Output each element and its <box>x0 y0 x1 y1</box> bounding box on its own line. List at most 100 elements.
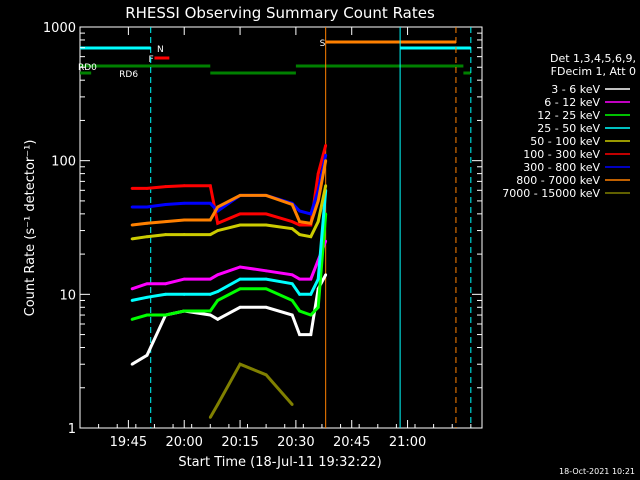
data-point <box>182 184 186 188</box>
data-point <box>208 313 212 317</box>
data-point <box>316 199 320 203</box>
data-point <box>208 292 212 296</box>
data-point <box>290 299 294 302</box>
data-point <box>208 218 212 222</box>
data-point <box>216 229 220 232</box>
state-bar-label: S <box>320 39 326 49</box>
data-point <box>208 184 212 188</box>
data-point <box>182 277 186 281</box>
data-point <box>309 212 313 216</box>
data-point <box>290 403 294 406</box>
data-point <box>145 235 149 239</box>
data-point <box>324 144 328 147</box>
state-bar-label: RD0 <box>78 63 97 73</box>
data-point <box>238 265 242 269</box>
data-point <box>145 205 149 209</box>
data-point <box>324 159 328 163</box>
series-line <box>131 160 328 227</box>
x-axis-label: Start Time (18-Jul-11 19:32:22) <box>178 455 381 470</box>
x-tick-label: 20:00 <box>165 435 202 450</box>
x-tick-label: 21:00 <box>389 435 426 450</box>
data-point <box>309 333 313 336</box>
data-point <box>238 223 242 227</box>
data-point <box>298 223 302 227</box>
series-line <box>132 154 328 216</box>
data-point <box>316 172 320 176</box>
x-tick-label: 19:45 <box>110 435 147 450</box>
data-point <box>216 299 220 302</box>
data-point <box>238 287 242 291</box>
y-axis-label: Count Rate (s⁻¹ detector⁻¹) <box>23 140 38 317</box>
legend-label: 7000 - 15000 keV <box>502 187 600 200</box>
series-line <box>131 213 328 321</box>
data-point <box>208 201 212 205</box>
data-point <box>130 187 134 190</box>
data-point <box>290 273 294 277</box>
y-tick-label: 100 <box>51 155 76 170</box>
data-point <box>182 201 186 205</box>
footer-date: 18-Oct-2021 10:21 <box>559 467 635 476</box>
data-point <box>164 185 168 188</box>
data-point <box>316 305 320 309</box>
series-group <box>130 144 328 419</box>
data-point <box>298 233 302 236</box>
data-point <box>264 287 268 291</box>
legend-label: 100 - 300 keV <box>523 148 600 161</box>
data-point <box>316 220 320 224</box>
data-point <box>145 187 149 190</box>
data-point <box>298 292 302 296</box>
data-point <box>130 237 134 241</box>
data-point <box>264 305 268 309</box>
data-point <box>216 221 220 225</box>
data-point <box>290 282 294 286</box>
data-point <box>130 205 134 209</box>
data-point <box>298 209 302 213</box>
legend-header: Det 1,3,4,5,6,9, <box>550 52 636 65</box>
data-point <box>309 221 313 225</box>
data-point <box>164 313 168 317</box>
data-point <box>208 309 212 313</box>
data-point <box>298 277 302 281</box>
legend-label: 25 - 50 keV <box>537 122 600 135</box>
data-point <box>324 184 328 188</box>
observing-state-bars: NFSRD0RD6 <box>78 39 471 80</box>
state-bar-label: N <box>157 45 164 55</box>
data-point <box>145 221 149 225</box>
data-point <box>264 223 268 227</box>
data-point <box>324 153 328 157</box>
x-tick-label: 20:30 <box>277 435 314 450</box>
data-point <box>208 277 212 281</box>
legend-label: 6 - 12 keV <box>544 96 600 109</box>
data-point <box>216 317 220 321</box>
data-point <box>238 305 242 309</box>
state-bar-label: RD6 <box>119 70 138 80</box>
data-point <box>264 269 268 273</box>
data-point <box>290 227 294 231</box>
data-point <box>145 295 149 299</box>
data-point <box>264 277 268 281</box>
data-point <box>216 273 220 277</box>
data-point <box>216 205 220 209</box>
data-point <box>130 299 134 302</box>
legend-label: 50 - 100 keV <box>530 135 600 148</box>
data-point <box>164 220 168 224</box>
data-point <box>216 403 220 406</box>
y-tick-label: 1000 <box>43 21 76 36</box>
data-point <box>290 220 294 224</box>
data-point <box>208 233 212 236</box>
plot-frame <box>79 26 483 429</box>
data-point <box>145 353 149 357</box>
data-point <box>238 277 242 281</box>
data-point <box>290 203 294 206</box>
data-point <box>164 292 168 296</box>
data-point <box>309 277 313 281</box>
axes-group: 19:45 20:00 20:15 20:30 20:45 21:00 1 10 100 1000 <box>43 21 482 450</box>
event-lines <box>150 27 472 428</box>
data-point <box>216 290 220 293</box>
legend-label: 300 - 800 keV <box>523 161 600 174</box>
x-tick-label: 20:45 <box>333 435 370 450</box>
data-point <box>182 218 186 222</box>
data-point <box>298 220 302 224</box>
legend-label: 3 - 6 keV <box>551 83 600 96</box>
data-point <box>324 273 328 277</box>
